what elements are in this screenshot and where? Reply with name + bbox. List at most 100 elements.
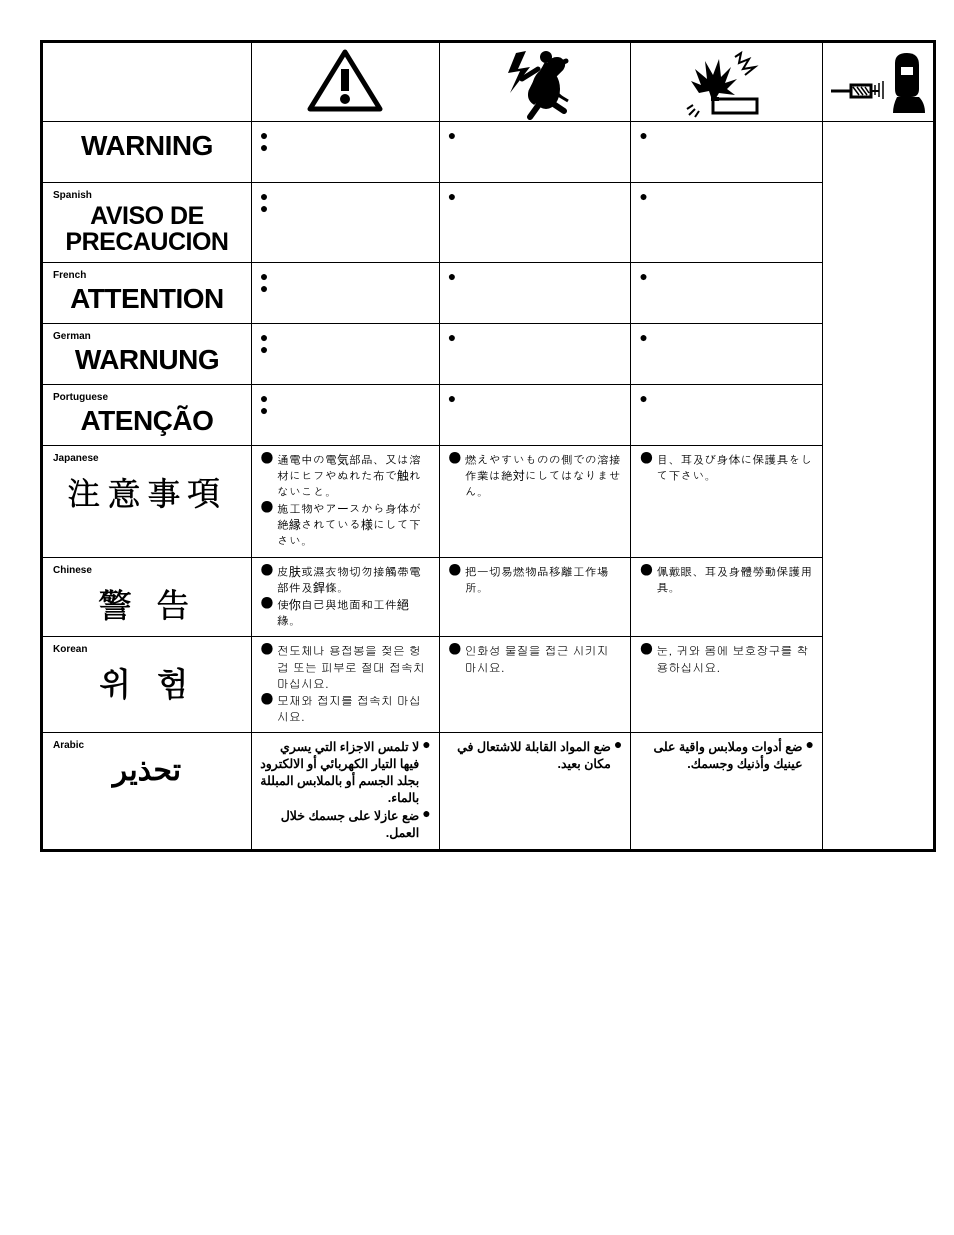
bullet-text: 佩戴眼、耳及身體勞動保護用具。 [656,564,814,596]
bullet-line: ●目、耳及び身体に保護具をして下さい。 [639,452,814,484]
bullet-icon: ● [639,332,647,343]
lang-cell-chinese: Chinese警 告 [42,557,252,637]
bullet-line: ●施工物やアースから身体が絶縁されている様にして下さい。 [260,501,431,550]
bullet-text [651,130,814,141]
body-cell-portuguese-0: ●● [251,384,439,445]
row-spanish: SpanishAVISO DEPRECAUCION●●●● [42,183,935,263]
bullet-line: ● [260,283,431,294]
warn-word: 注意事項 [51,466,243,515]
bullet-icon: ● [260,643,274,692]
bullet-text: 눈, 귀와 몸에 보호장구를 착용하십시요. [656,643,814,675]
bullet-text [651,393,814,404]
body-cell-french-0: ●● [251,262,439,323]
bullet-line: ●通電中の電気部品、又は溶材にヒフやぬれた布で触れないこと。 [260,452,431,501]
bullet-icon: ● [639,452,653,484]
bullet-line: ● [639,332,814,343]
bullet-text [271,191,430,202]
bullet-line: ● [448,393,623,404]
body-cell-arabic-0: ●لا تلمس الاجزاء التي يسري فيها التيار ا… [251,733,439,850]
body-cell-chinese-0: ●皮肤或濕衣物切勿接觸帶電部件及銲條。●使你自己與地面和工件絕緣。 [251,557,439,637]
row-chinese: Chinese警 告●皮肤或濕衣物切勿接觸帶電部件及銲條。●使你自己與地面和工件… [42,557,935,637]
body-cell-english-2: ● [631,122,823,183]
bullet-icon: ● [448,191,456,202]
bullet-line: ● [448,130,623,141]
row-korean: Korean위 험●전도체나 용접봉을 젖은 헝겁 또는 피부로 절대 접속치 … [42,637,935,733]
body-cell-japanese-1: ●燃えやすいものの側での溶接作業は絶対にしてはなりません。 [439,445,631,557]
body-cell-korean-2: ●눈, 귀와 몸에 보호장구를 착용하십시요. [631,637,823,733]
body-cell-french-1: ● [439,262,631,323]
bullet-line: ●把一切易燃物品移離工作場所。 [448,564,623,596]
bullet-icon: ● [260,501,274,550]
bullet-icon: ● [422,808,430,842]
row-english: WARNING●●●● [42,122,935,183]
bullet-icon: ● [260,597,274,629]
bullet-icon: ● [639,191,647,202]
bullet-text: 인화성 물질을 접근 시키지 마시요. [465,643,623,675]
bullet-icon: ● [639,643,653,675]
bullet-text [271,332,430,343]
bullet-icon: ● [260,344,268,355]
electric-shock-icon [488,45,583,120]
bullet-icon: ● [448,393,456,404]
bullet-line: ●모재와 접지를 접속치 마십시요. [260,693,431,725]
body-cell-japanese-2: ●目、耳及び身体に保護具をして下さい。 [631,445,823,557]
bullet-line: ● [448,191,623,202]
warn-word: ATTENTION [51,283,243,315]
bullet-icon: ● [639,393,647,404]
bullet-text [459,393,622,404]
bullet-text: 皮肤或濕衣物切勿接觸帶電部件及銲條。 [277,564,431,596]
body-cell-chinese-2: ●佩戴眼、耳及身體勞動保護用具。 [631,557,823,637]
welding-ppe-icon [823,47,933,117]
warn-word: تحذير [51,753,243,788]
warn-word: 위 험 [51,657,243,706]
lang-tag: Korean [53,644,243,655]
bullet-text: 目、耳及び身体に保護具をして下さい。 [656,452,814,484]
bullet-line: ●전도체나 용접봉을 젖은 헝겁 또는 피부로 절대 접속치 마십시요. [260,643,431,692]
bullet-line: ● [260,130,431,141]
lang-tag: Spanish [53,190,243,201]
row-german: GermanWARNUNG●●●● [42,323,935,384]
lang-cell-korean: Korean 위 험 [42,637,252,733]
bullet-icon: ● [639,130,647,141]
body-cell-korean-1: ●인화성 물질을 접근 시키지 마시요. [439,637,631,733]
bullet-line: ●ضع المواد القابلة للاشتعال في مكان بعيد… [448,739,623,773]
body-cell-french-2: ● [631,262,823,323]
bullet-text [271,130,430,141]
warn-word: AVISO DEPRECAUCION [51,203,243,256]
bullet-line: ● [260,405,431,416]
bullet-text [459,332,622,343]
bullet-line: ●لا تلمس الاجزاء التي يسري فيها التيار ا… [260,739,431,807]
bullet-icon: ● [806,739,814,773]
lang-cell-german: GermanWARNUNG [42,323,252,384]
body-cell-spanish-2: ● [631,183,823,263]
bullet-icon: ● [448,271,456,282]
bullet-line: ● [260,393,431,404]
body-cell-chinese-1: ●把一切易燃物品移離工作場所。 [439,557,631,637]
header-row [42,42,935,122]
alert-triangle-icon [305,47,385,117]
bullet-text [459,191,622,202]
bullet-text [271,142,430,153]
body-cell-korean-0: ●전도체나 용접봉을 젖은 헝겁 또는 피부로 절대 접속치 마십시요.●모재와… [251,637,439,733]
bullet-text [271,203,430,214]
header-icon-shock [439,42,631,122]
bullet-text [651,332,814,343]
bullet-text: 燃えやすいものの側での溶接作業は絶対にしてはなりません。 [465,452,623,501]
body-cell-spanish-1: ● [439,183,631,263]
body-cell-german-1: ● [439,323,631,384]
bullet-text [271,271,430,282]
body-cell-german-0: ●● [251,323,439,384]
lang-cell-french: FrenchATTENTION [42,262,252,323]
bullet-line: ●인화성 물질을 접근 시키지 마시요. [448,643,623,675]
fire-explosion-icon [679,45,774,120]
bullet-icon: ● [614,739,622,773]
row-portuguese: PortugueseATENÇÃO●●●● [42,384,935,445]
row-arabic: Arabicتحذير●لا تلمس الاجزاء التي يسري في… [42,733,935,850]
bullet-line: ● [260,142,431,153]
bullet-text [459,130,622,141]
bullet-icon: ● [639,564,653,596]
warn-word: 警 告 [51,578,243,627]
bullet-icon: ● [448,643,462,675]
bullet-icon: ● [260,203,268,214]
bullet-text [459,271,622,282]
